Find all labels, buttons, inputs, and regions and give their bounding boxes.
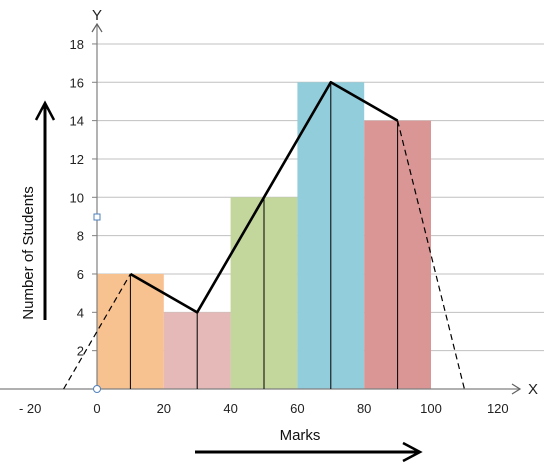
x-axis-title: Marks — [280, 427, 321, 444]
axes — [0, 22, 522, 395]
axis-origin-handle — [93, 385, 101, 393]
y-tick-label: 14 — [70, 114, 84, 129]
y-tick-label: 16 — [70, 75, 84, 90]
x-tick-label: 0 — [93, 401, 100, 416]
x-tick-label: - 20 — [19, 401, 41, 416]
y-tick-label: 2 — [77, 344, 84, 359]
y-axis-letter: Y — [92, 7, 102, 24]
x-tick-label: 120 — [487, 401, 509, 416]
y-tick-label: 6 — [77, 267, 84, 282]
tick-labels: 2 4 6 8 10 12 14 16 18 - 20 0 20 40 60 80 100 120 — [19, 37, 509, 416]
y-tick-label: 12 — [70, 152, 84, 167]
x-tick-label: 80 — [357, 401, 371, 416]
y-tick-label: 8 — [77, 229, 84, 244]
x-tick-label: 40 — [223, 401, 237, 416]
polygon-left-end-segment — [63, 273, 131, 390]
polygon-right-end-segment — [397, 120, 465, 390]
frequency-polygon-line — [129, 80, 399, 314]
y-axis-title: Number of Students — [20, 186, 37, 319]
y-tick-label: 10 — [70, 190, 84, 205]
frequency-polygon — [63, 80, 465, 390]
x-axis-letter: X — [528, 381, 538, 398]
y-tick-label: 4 — [77, 305, 84, 320]
x-tick-label: 60 — [290, 401, 304, 416]
x-tick-label: 20 — [157, 401, 171, 416]
y-tick-label: 18 — [70, 37, 84, 52]
axis-handle-square — [93, 213, 101, 221]
x-tick-label: 100 — [420, 401, 442, 416]
